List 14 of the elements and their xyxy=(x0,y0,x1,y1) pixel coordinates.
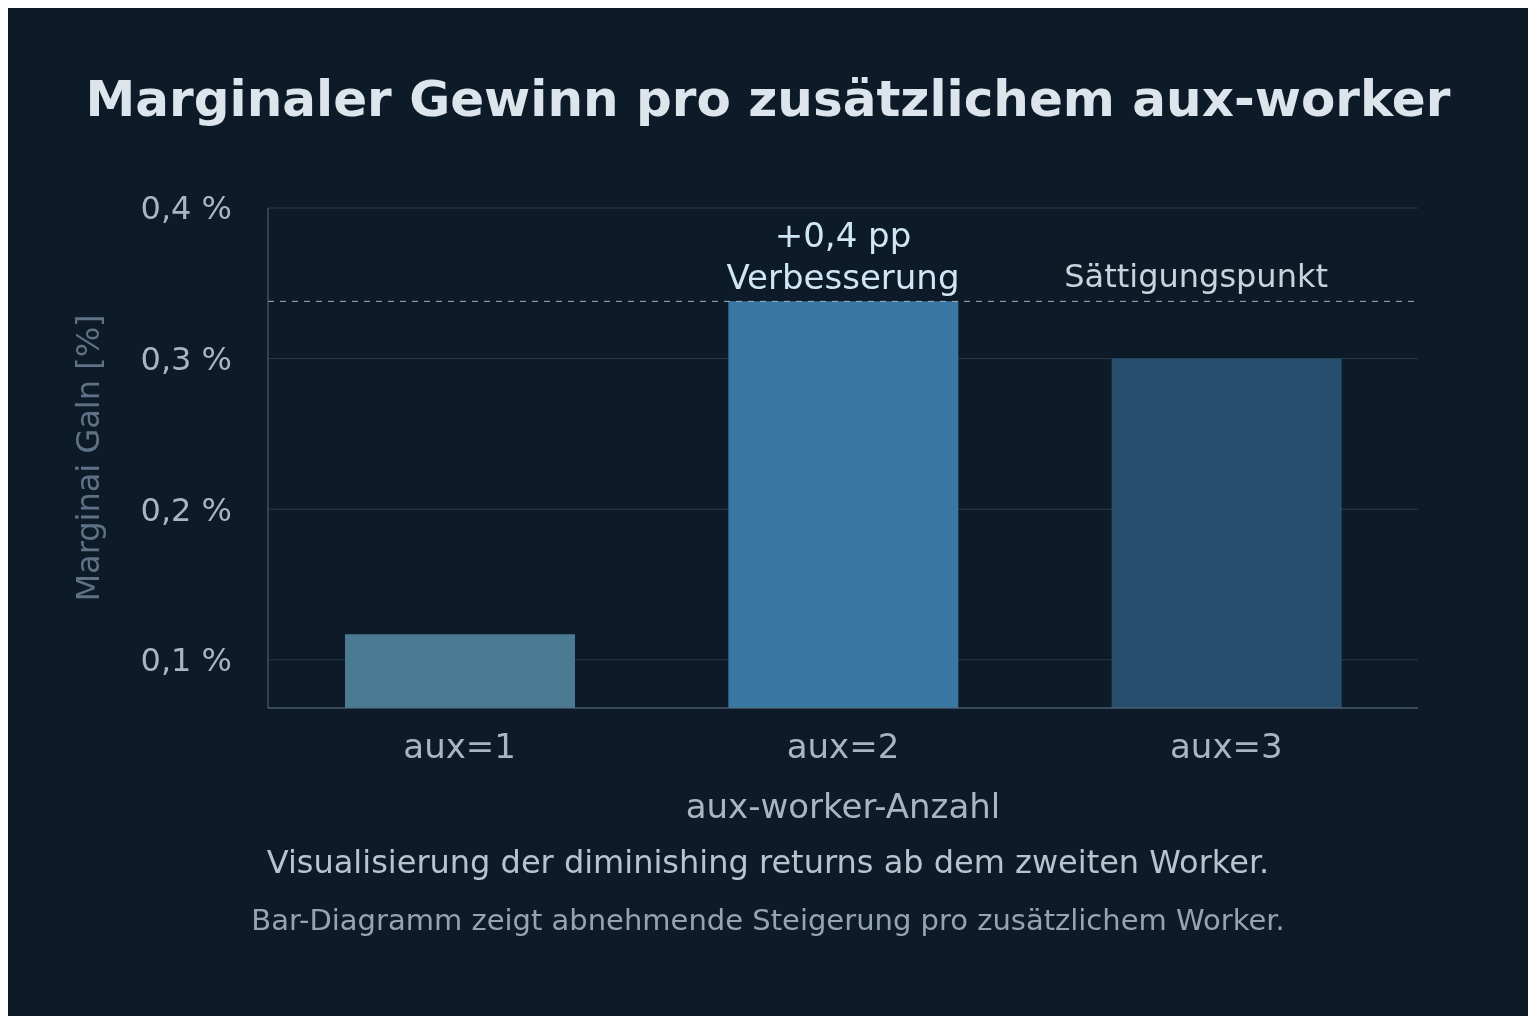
y-tick-label: 0,1 % xyxy=(140,641,232,680)
text: Bar-Diagramm zeigt abnehmende Steigerung pro zusätzlichem Worker. xyxy=(250,903,1286,937)
y-tick-label: 0,3 % xyxy=(140,339,232,378)
y-tick-label: 0,4 % xyxy=(140,189,232,228)
text: Visualisierung der diminishing returns ab dem zweiten Worker. xyxy=(265,843,1271,881)
annotation: +0,4 pp Verbesserung xyxy=(726,215,960,298)
x-tick-label: aux=3 xyxy=(1170,726,1283,767)
y-axis-title: Marginai Galn [%] xyxy=(69,314,108,602)
y-tick-label: 0,2 % xyxy=(140,490,232,529)
ref-line-label: Sättigungspunkt xyxy=(1064,257,1328,296)
x-tick-label: aux=1 xyxy=(403,726,516,767)
x-axis-title: aux-worker-Anzahl xyxy=(685,786,1001,826)
x-tick-label: aux=2 xyxy=(786,726,900,767)
chart-title: Marginaler Gewinn pro zusätzlichem aux-worker xyxy=(84,70,1452,128)
